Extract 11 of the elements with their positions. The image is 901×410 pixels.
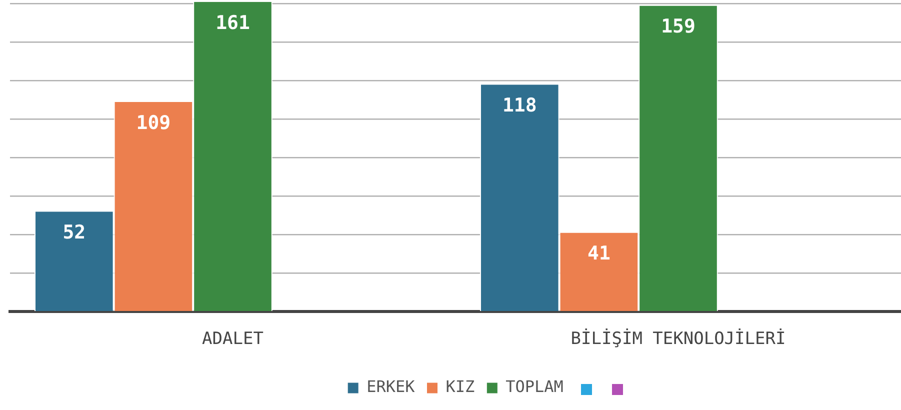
- data-label: 109: [136, 112, 171, 134]
- legend-label: KIZ: [446, 377, 475, 396]
- legend-label: ERKEK: [366, 377, 416, 396]
- x-tick-label: BİLİŞİM TEKNOLOJİLERİ: [570, 328, 786, 350]
- legend-label: TOPLAM: [506, 377, 564, 396]
- x-tick-label: ADALET: [202, 329, 264, 350]
- data-label: 118: [502, 94, 537, 117]
- data-label: 161: [216, 12, 250, 34]
- data-label: 41: [588, 242, 610, 265]
- data-label: 159: [661, 16, 696, 38]
- data-label: 52: [62, 222, 86, 244]
